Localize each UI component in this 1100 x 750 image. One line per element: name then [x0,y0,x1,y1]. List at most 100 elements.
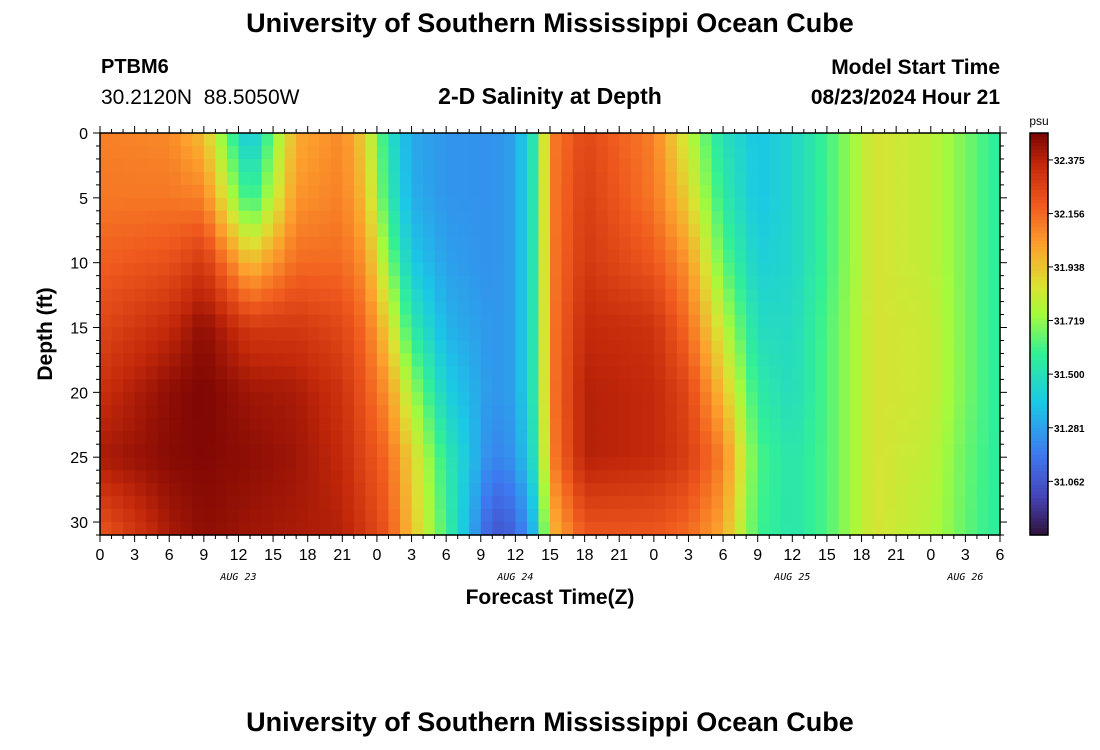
heatmap-cell [446,522,459,536]
colorbar-segment [1030,159,1048,164]
heatmap-cell [192,262,205,277]
heatmap-cell [723,340,736,355]
heatmap-cell [261,522,274,536]
heatmap-cell [192,197,205,212]
heatmap-cell [642,405,655,419]
heatmap-cell [757,509,770,523]
heatmap-cell [457,405,470,419]
heatmap-cell [296,366,309,380]
heatmap-cell [250,418,263,432]
heatmap-cell [711,262,724,277]
heatmap-cell [607,509,620,523]
heatmap-cell [169,431,182,445]
heatmap-cell [469,470,482,484]
heatmap-cell [411,405,424,419]
heatmap-cell [953,197,966,212]
heatmap-cell [953,522,966,536]
heatmap-cell [330,223,343,238]
heatmap-cell [607,145,620,160]
heatmap-cell [111,483,124,497]
heatmap-cell [261,483,274,497]
heatmap-cell [630,483,643,497]
heatmap-cell [180,133,193,147]
heatmap-cell [469,444,482,458]
heatmap-cell [746,133,759,147]
heatmap-cell [319,184,332,199]
heatmap-cell [953,275,966,290]
heatmap-cell [792,405,805,419]
heatmap-cell [688,444,701,458]
heatmap-cell [792,340,805,355]
colorbar-segment [1030,491,1048,496]
heatmap-cell [538,392,551,406]
heatmap-cell [446,301,459,316]
heatmap-cell [492,457,505,471]
heatmap-cell [734,496,747,510]
heatmap-cell [192,483,205,497]
heatmap-cell [307,353,320,368]
heatmap-cell [157,262,170,277]
heatmap-cell [203,171,216,186]
heatmap-cell [503,133,516,147]
heatmap-cell [607,418,620,432]
heatmap-cell [792,210,805,225]
heatmap-cell [573,379,586,393]
heatmap-cell [353,470,366,484]
heatmap-cell [884,184,897,199]
heatmap-cell [953,457,966,471]
heatmap-cell [296,171,309,186]
heatmap-cell [365,301,378,316]
heatmap-cell [896,236,909,251]
heatmap-cell [573,145,586,160]
heatmap-cell [815,197,828,212]
heatmap-cell [423,522,436,536]
heatmap-cell [619,405,632,419]
heatmap-cell [469,431,482,445]
heatmap-cell [434,275,447,290]
heatmap-cell [480,496,493,510]
colorbar-segment [1030,468,1048,472]
colorbar-segment [1030,397,1048,402]
heatmap-cell [515,470,528,484]
heatmap-cell [907,158,920,173]
heatmap-cell [169,288,182,303]
heatmap-cell [250,133,263,147]
heatmap-cell [942,184,955,199]
heatmap-cell [815,158,828,173]
heatmap-cell [907,275,920,290]
heatmap-cell [907,431,920,445]
heatmap-cell [146,470,159,484]
colorbar-segment [1030,488,1048,493]
heatmap-cell [780,223,793,238]
heatmap-cell [976,379,990,393]
heatmap-cell [573,301,586,316]
colorbar-segment [1030,270,1048,275]
heatmap-cell [676,444,690,458]
x-day-label: AUG 24 [496,572,533,583]
heatmap-cell [111,249,124,264]
x-tick-label: 18 [299,547,317,564]
heatmap-cell [550,275,563,290]
heatmap-cell [896,522,909,536]
model-start-value: 08/23/2024 Hour 21 [810,86,1000,109]
heatmap-cell [561,483,574,497]
heatmap-cell [480,392,493,406]
heatmap-cell [376,444,390,458]
heatmap-cell [469,236,482,251]
heatmap-cell [261,457,274,471]
heatmap-cell [123,158,136,173]
heatmap-cell [411,418,424,432]
heatmap-cell [261,145,274,160]
heatmap-cell [792,366,805,380]
heatmap-cell [584,145,597,160]
heatmap-cell [353,353,366,368]
heatmap-cell [180,470,193,484]
heatmap-cell [457,444,470,458]
heatmap-cell [330,379,343,393]
heatmap-cell [942,145,955,160]
heatmap-cell [284,431,297,445]
heatmap-cell [757,236,770,251]
heatmap-cell [907,262,920,277]
heatmap-cell [538,340,551,355]
heatmap-cell [746,249,759,264]
